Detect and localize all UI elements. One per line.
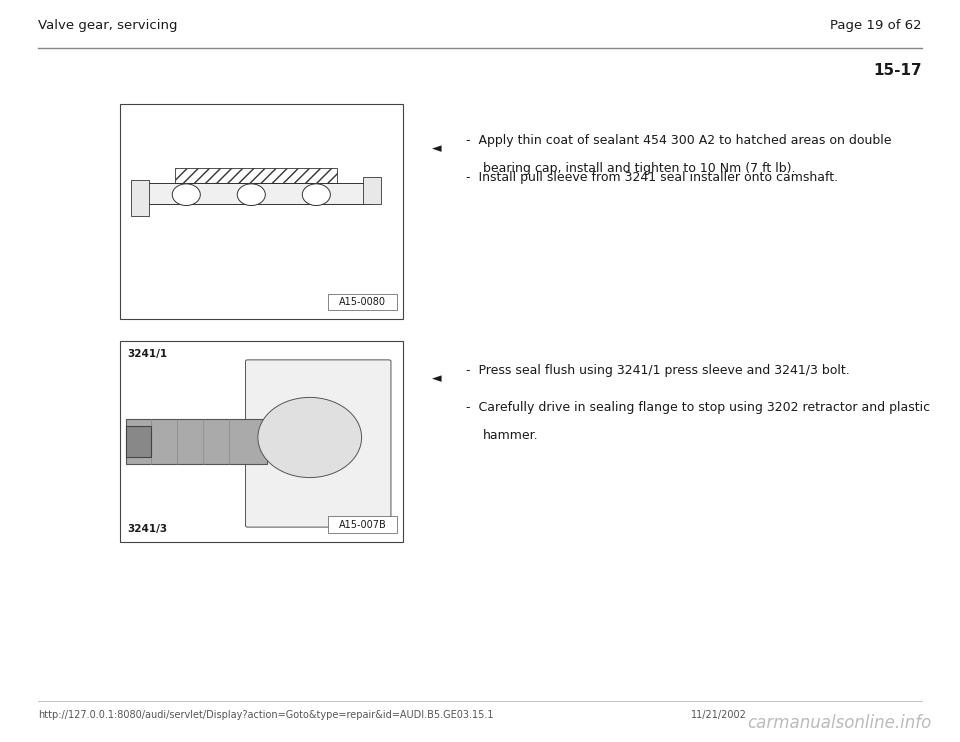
Bar: [175, 168, 337, 183]
Text: 3241/1: 3241/1: [128, 349, 168, 358]
Bar: [140, 183, 372, 204]
Circle shape: [237, 184, 265, 206]
Text: Page 19 of 62: Page 19 of 62: [830, 19, 922, 32]
Bar: [126, 426, 152, 457]
Bar: [120, 341, 403, 542]
Circle shape: [258, 398, 362, 478]
Text: http://127.0.0.1:8080/audi/servlet/Display?action=Goto&type=repair&id=AUDI.B5.GE: http://127.0.0.1:8080/audi/servlet/Displ…: [38, 710, 493, 720]
Text: Valve gear, servicing: Valve gear, servicing: [38, 19, 178, 32]
Circle shape: [172, 184, 201, 206]
Text: carmanualsonline.info: carmanualsonline.info: [747, 714, 931, 732]
Text: A15-0080: A15-0080: [340, 297, 386, 307]
Text: bearing cap, install and tighten to 10 Nm (7 ft lb).: bearing cap, install and tighten to 10 N…: [483, 162, 796, 175]
Bar: [363, 177, 381, 204]
Bar: [328, 294, 397, 310]
Text: ◄: ◄: [432, 372, 442, 385]
Text: -  Press seal flush using 3241/1 press sleeve and 3241/3 bolt.: - Press seal flush using 3241/1 press sl…: [466, 364, 850, 377]
Text: 11/21/2002: 11/21/2002: [691, 710, 747, 720]
Text: -  Carefully drive in sealing flange to stop using 3202 retractor and plastic: - Carefully drive in sealing flange to s…: [466, 401, 929, 414]
FancyBboxPatch shape: [246, 360, 391, 527]
Circle shape: [302, 184, 330, 206]
Text: 3241/3: 3241/3: [128, 525, 168, 534]
Bar: [120, 104, 403, 319]
Text: ◄: ◄: [432, 142, 442, 155]
Bar: [131, 180, 149, 216]
Text: -  Apply thin coat of sealant 454 300 A2 to hatched areas on double: - Apply thin coat of sealant 454 300 A2 …: [466, 134, 891, 147]
Bar: [126, 419, 267, 464]
Text: -  Install pull sleeve from 3241 seal installer onto camshaft.: - Install pull sleeve from 3241 seal ins…: [466, 171, 838, 184]
Text: 15-17: 15-17: [873, 63, 922, 78]
Text: A15-007B: A15-007B: [339, 519, 387, 530]
Text: hammer.: hammer.: [483, 429, 539, 442]
Bar: [328, 516, 397, 533]
